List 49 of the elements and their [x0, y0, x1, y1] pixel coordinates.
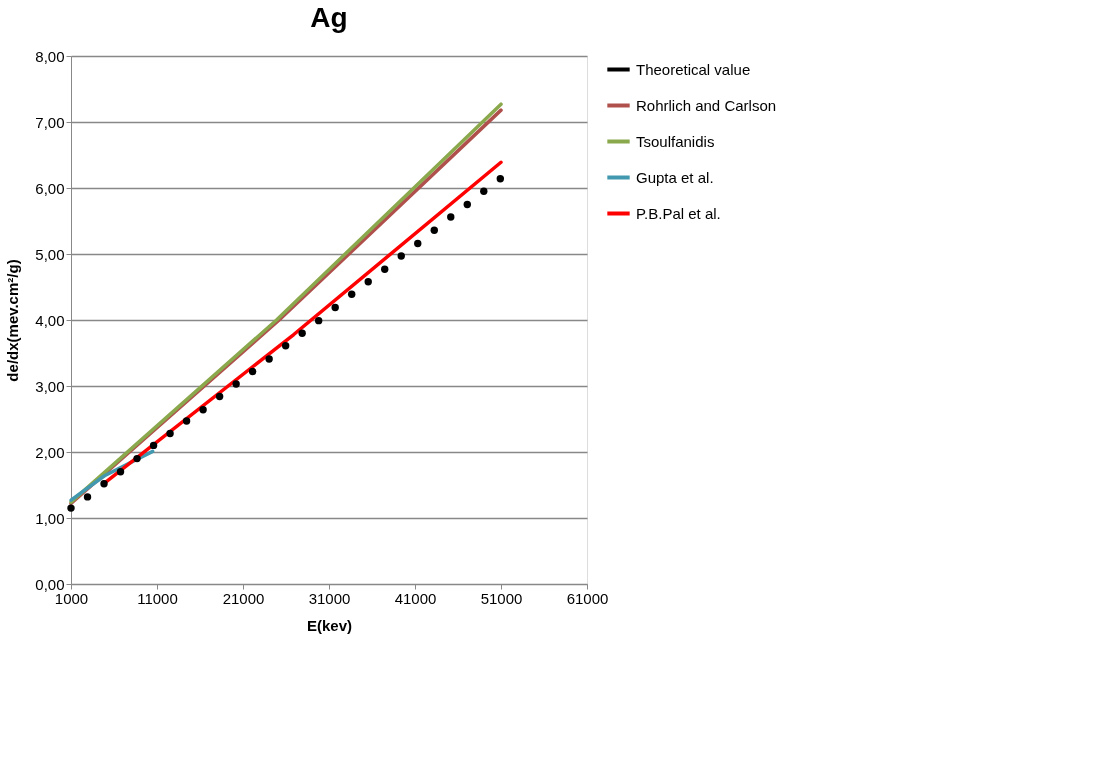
point [232, 380, 240, 388]
point [133, 454, 141, 463]
point [182, 417, 191, 425]
point [496, 175, 505, 183]
point [281, 342, 290, 350]
point [381, 265, 389, 273]
point [463, 200, 471, 209]
x-axis-title: E(kev) [306, 616, 353, 634]
point [447, 213, 455, 221]
point [397, 252, 405, 260]
point [67, 504, 75, 512]
legend-label: Tsoulfanidis [636, 132, 715, 150]
legend-label: Theoretical value [636, 60, 751, 78]
point [430, 226, 438, 234]
legend-label: P.B.Pal et al. [636, 204, 721, 222]
point [149, 441, 158, 450]
legend-label: Gupta et al. [636, 168, 714, 186]
point [116, 468, 125, 476]
point [166, 429, 174, 438]
y-tick-label: 4,00 [35, 311, 65, 329]
x-tick-label: 61000 [566, 589, 609, 607]
point [348, 290, 356, 298]
point [83, 493, 92, 501]
x-tick-label: 41000 [394, 589, 437, 607]
x-tick-label: 21000 [222, 589, 265, 607]
point [314, 316, 323, 325]
point [100, 479, 108, 488]
point [215, 392, 224, 401]
y-tick-label: 8,00 [35, 47, 65, 65]
point [414, 239, 422, 248]
x-tick-label: 11000 [137, 589, 178, 607]
y-tick-label: 5,00 [35, 245, 65, 263]
x-tick-label: 31000 [308, 589, 351, 607]
point [331, 303, 339, 312]
point [265, 355, 273, 363]
y-tick-label: 1,00 [35, 509, 65, 527]
y-tick-label: 2,00 [35, 443, 65, 461]
point [248, 367, 257, 376]
y-tick-label: 3,00 [35, 377, 65, 395]
point [364, 278, 372, 286]
y-tick-label: 6,00 [35, 179, 65, 197]
y-tick-label: 7,00 [35, 113, 65, 131]
legend-label: Rohrlich and Carlson [636, 96, 777, 114]
y-axis-title: de/dx(mev.cm²/g) [4, 259, 22, 382]
x-tick-label: 51000 [480, 589, 523, 607]
point [480, 187, 488, 195]
chart-title: Ag [310, 2, 348, 33]
point [298, 329, 306, 337]
point [199, 406, 207, 414]
